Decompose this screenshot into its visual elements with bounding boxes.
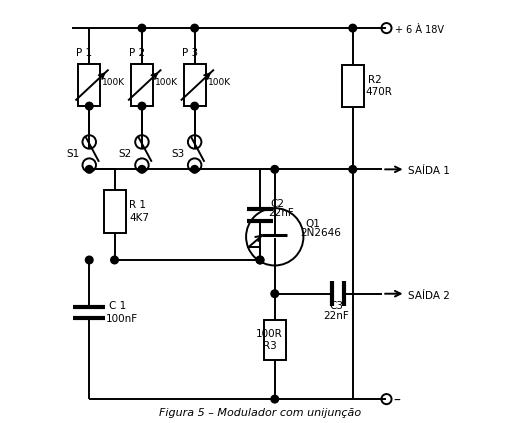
Circle shape	[111, 256, 119, 264]
Circle shape	[256, 256, 264, 264]
Text: C3: C3	[329, 301, 343, 311]
Text: P 2: P 2	[129, 48, 145, 58]
Text: 100R: 100R	[256, 329, 282, 339]
Bar	[264, 320, 285, 360]
Text: S3: S3	[172, 148, 185, 159]
Text: 100K: 100K	[155, 78, 178, 88]
Circle shape	[349, 165, 357, 173]
Circle shape	[256, 256, 264, 264]
Circle shape	[271, 290, 279, 297]
Text: Q1: Q1	[306, 219, 320, 229]
Bar	[342, 65, 363, 107]
Text: 100K: 100K	[102, 78, 125, 88]
Circle shape	[271, 165, 279, 173]
Text: C2: C2	[270, 199, 284, 209]
Text: + 6 À 18V: + 6 À 18V	[395, 25, 444, 35]
Text: 2N2646: 2N2646	[300, 228, 341, 238]
Circle shape	[349, 24, 357, 32]
Text: R2: R2	[368, 75, 381, 85]
Text: C 1: C 1	[110, 301, 127, 311]
Circle shape	[138, 165, 146, 173]
Text: SAÍDA 2: SAÍDA 2	[408, 291, 450, 301]
Text: 100nF: 100nF	[106, 314, 138, 324]
Text: Figura 5 – Modulador com unijunção: Figura 5 – Modulador com unijunção	[159, 408, 361, 418]
Text: P 1: P 1	[76, 48, 93, 58]
Text: 22nF: 22nF	[323, 310, 349, 321]
Circle shape	[85, 165, 93, 173]
Bar	[131, 64, 153, 106]
Text: S2: S2	[119, 148, 132, 159]
Text: SAÍDA 1: SAÍDA 1	[408, 166, 450, 176]
Text: 4K7: 4K7	[129, 213, 149, 223]
Text: P 3: P 3	[181, 48, 198, 58]
Circle shape	[85, 256, 93, 264]
Circle shape	[85, 102, 93, 110]
Text: –: –	[393, 394, 400, 408]
Bar	[79, 64, 100, 106]
Bar	[184, 64, 205, 106]
Circle shape	[271, 396, 279, 403]
Text: S1: S1	[66, 148, 80, 159]
Text: R3: R3	[263, 341, 277, 352]
Circle shape	[191, 24, 199, 32]
Text: 100K: 100K	[207, 78, 231, 88]
Circle shape	[191, 102, 199, 110]
Circle shape	[138, 102, 146, 110]
Circle shape	[191, 165, 199, 173]
Text: 22nF: 22nF	[268, 208, 294, 217]
Circle shape	[138, 24, 146, 32]
Text: R 1: R 1	[129, 200, 146, 210]
Text: 470R: 470R	[366, 88, 392, 97]
Bar	[103, 190, 125, 233]
